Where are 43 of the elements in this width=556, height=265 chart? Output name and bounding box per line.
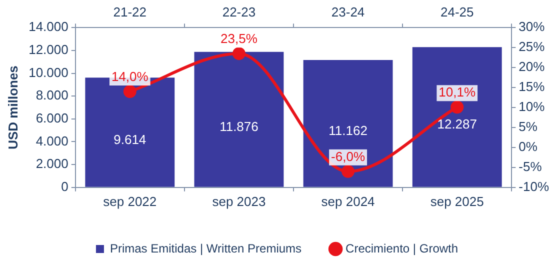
data-label: 12.287 xyxy=(437,116,477,132)
y2-tick-label: 20% xyxy=(518,59,546,74)
y2-tick-label: 25% xyxy=(518,39,546,54)
y-axis-title: USD millones xyxy=(5,66,20,150)
x-tick-label: sep 2022 xyxy=(103,194,157,209)
text: 21-22 xyxy=(113,4,147,20)
text: 24-25 xyxy=(440,4,474,20)
point xyxy=(450,100,464,114)
y-tick-label: 0 xyxy=(61,178,68,194)
y2-tick-label: 5% xyxy=(518,119,538,134)
data-label: -6,0% xyxy=(331,149,366,164)
data-label: 14,0% xyxy=(111,69,149,84)
y-tick-label: 4.000 xyxy=(36,133,68,148)
data-label: 10,1% xyxy=(438,84,476,100)
legend-label: Primas Emitidas | Written Premiums xyxy=(110,241,302,256)
y2-tick-label: 10% xyxy=(518,99,546,114)
data-label: 11.876 xyxy=(220,118,258,134)
point xyxy=(232,47,246,60)
legend-label: Crecimiento | Growth xyxy=(346,241,458,256)
x-tick-label: sep 2023 xyxy=(212,194,266,209)
y2-tick-label: 30% xyxy=(518,19,546,34)
y2-tick-label: -5% xyxy=(518,159,542,174)
y2-tick-label: 15% xyxy=(518,79,546,94)
bar xyxy=(303,60,393,187)
bar xyxy=(412,47,502,187)
x-tick-label: sep 2024 xyxy=(321,194,375,209)
point xyxy=(342,164,355,178)
text: 23-24 xyxy=(331,4,365,20)
y-tick-label: 12.000 xyxy=(28,42,68,58)
y2-tick-label: -10% xyxy=(518,178,550,194)
y-tick-label: 14.000 xyxy=(28,19,68,34)
y2-tick-label: 0% xyxy=(518,139,538,154)
bar xyxy=(194,52,284,187)
data-label: 9.614 xyxy=(114,132,146,147)
data-label: 23,5% xyxy=(220,31,258,46)
y-tick-label: 6.000 xyxy=(36,110,68,126)
y-tick-label: 2.000 xyxy=(36,156,68,172)
text: 22-23 xyxy=(222,4,256,20)
point xyxy=(123,85,136,98)
data-label: 11.162 xyxy=(328,123,368,138)
x-tick-label: sep 2025 xyxy=(430,194,484,209)
y-tick-label: 10.000 xyxy=(28,64,68,80)
y-tick-label: 8.000 xyxy=(36,88,68,103)
